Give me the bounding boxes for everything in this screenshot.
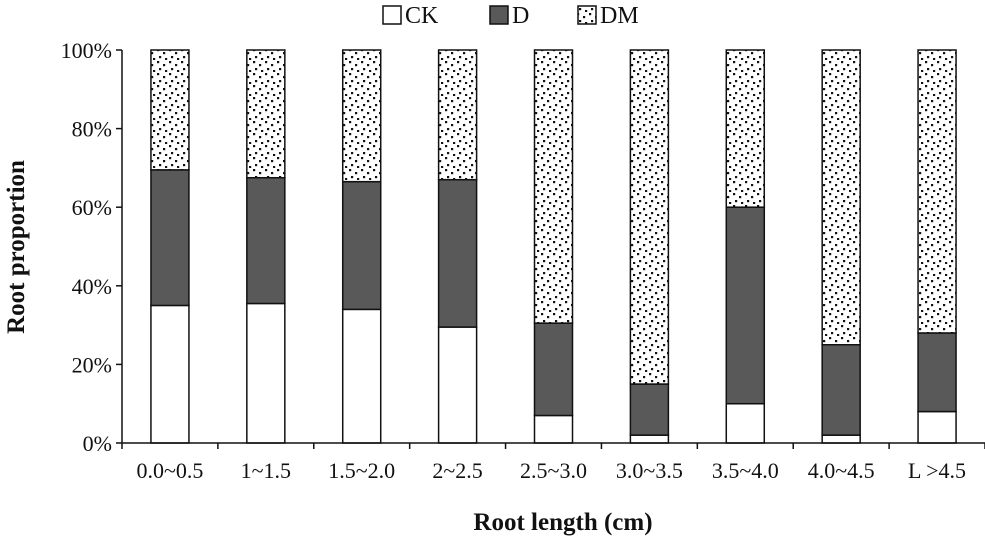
y-axis: 0% 20% 40% 60% 80% 100% (61, 38, 123, 456)
x-axis: 0.0~0.5 1~1.5 1.5~2.0 2~2.5 2.5~3.0 3.0~3.5 3.… (121, 442, 985, 483)
legend-swatch-d (489, 5, 509, 25)
bar-dm-3-5-4-0 (725, 49, 766, 208)
bar-dm-3-0-3-5 (629, 49, 670, 385)
legend-swatch-dm (577, 5, 597, 25)
legend: CK D DM (382, 3, 639, 29)
legend-swatch-ck (382, 5, 402, 25)
x-tick-label: 2.5~3.0 (520, 458, 587, 483)
bar-dm-1-1-5 (246, 49, 286, 179)
bar-dm-2-2-5 (437, 49, 478, 181)
legend-label-dm: DM (600, 3, 639, 29)
bar-d-1-5-2-0 (341, 180, 382, 311)
x-tick-label: 1.5~2.0 (328, 458, 395, 483)
x-tick-label: 3.0~3.5 (616, 458, 683, 483)
bar-d-2-5-3-0 (533, 322, 574, 417)
bar-ck-4-0-4-5 (821, 434, 861, 444)
x-tick-label: 4.0~4.5 (808, 458, 875, 483)
x-tick-label: 1~1.5 (241, 458, 291, 483)
bar-d-4-0-4-5 (821, 344, 861, 436)
bar-d-0-0-0-5 (150, 169, 190, 307)
y-tick-label: 40% (72, 274, 112, 299)
x-tick-label: L >4.5 (908, 458, 966, 483)
bar-dm-4-0-4-5 (821, 49, 861, 346)
legend-item-dm: DM (577, 3, 639, 29)
bar-ck-3-0-3-5 (629, 434, 670, 444)
y-tick-label: 60% (72, 195, 112, 220)
y-tick-label: 80% (72, 117, 112, 142)
x-tick-label: 2~2.5 (432, 458, 482, 483)
x-tick-label: 0.0~0.5 (136, 458, 203, 483)
y-tick-label: 0% (83, 431, 112, 456)
bar-dm-1-5-2-0 (341, 49, 382, 183)
legend-item-d: D (489, 3, 529, 29)
bar-ck-0-0-0-5 (150, 304, 190, 444)
bar-ck-2-2-5 (437, 326, 478, 444)
bar-ck-3-5-4-0 (725, 402, 766, 444)
bar-d-2-2-5 (437, 178, 478, 328)
bar-dm-0-0-0-5 (150, 49, 190, 171)
legend-item-ck: CK (382, 3, 439, 29)
bar-ck-2-5-3-0 (533, 414, 574, 444)
bar-d-l-4-5 (917, 332, 957, 413)
bars (150, 49, 957, 444)
bar-d-3-0-3-5 (629, 383, 670, 436)
y-axis-label: Root proportion (3, 160, 30, 334)
y-tick-label: 20% (72, 352, 112, 377)
bar-ck-1-1-5 (246, 302, 286, 444)
x-axis-label: Root length (cm) (473, 509, 652, 536)
legend-label-ck: CK (405, 3, 439, 29)
bar-ck-1-5-2-0 (341, 308, 382, 444)
bar-d-3-5-4-0 (725, 206, 766, 405)
bar-d-1-1-5 (246, 176, 286, 305)
bar-dm-2-5-3-0 (533, 49, 574, 324)
x-tick-label: 3.5~4.0 (712, 458, 779, 483)
bar-ck-l-4-5 (917, 410, 957, 444)
y-tick-label: 100% (61, 38, 112, 63)
bar-dm-l-4-5 (917, 49, 957, 334)
legend-label-d: D (512, 3, 529, 29)
